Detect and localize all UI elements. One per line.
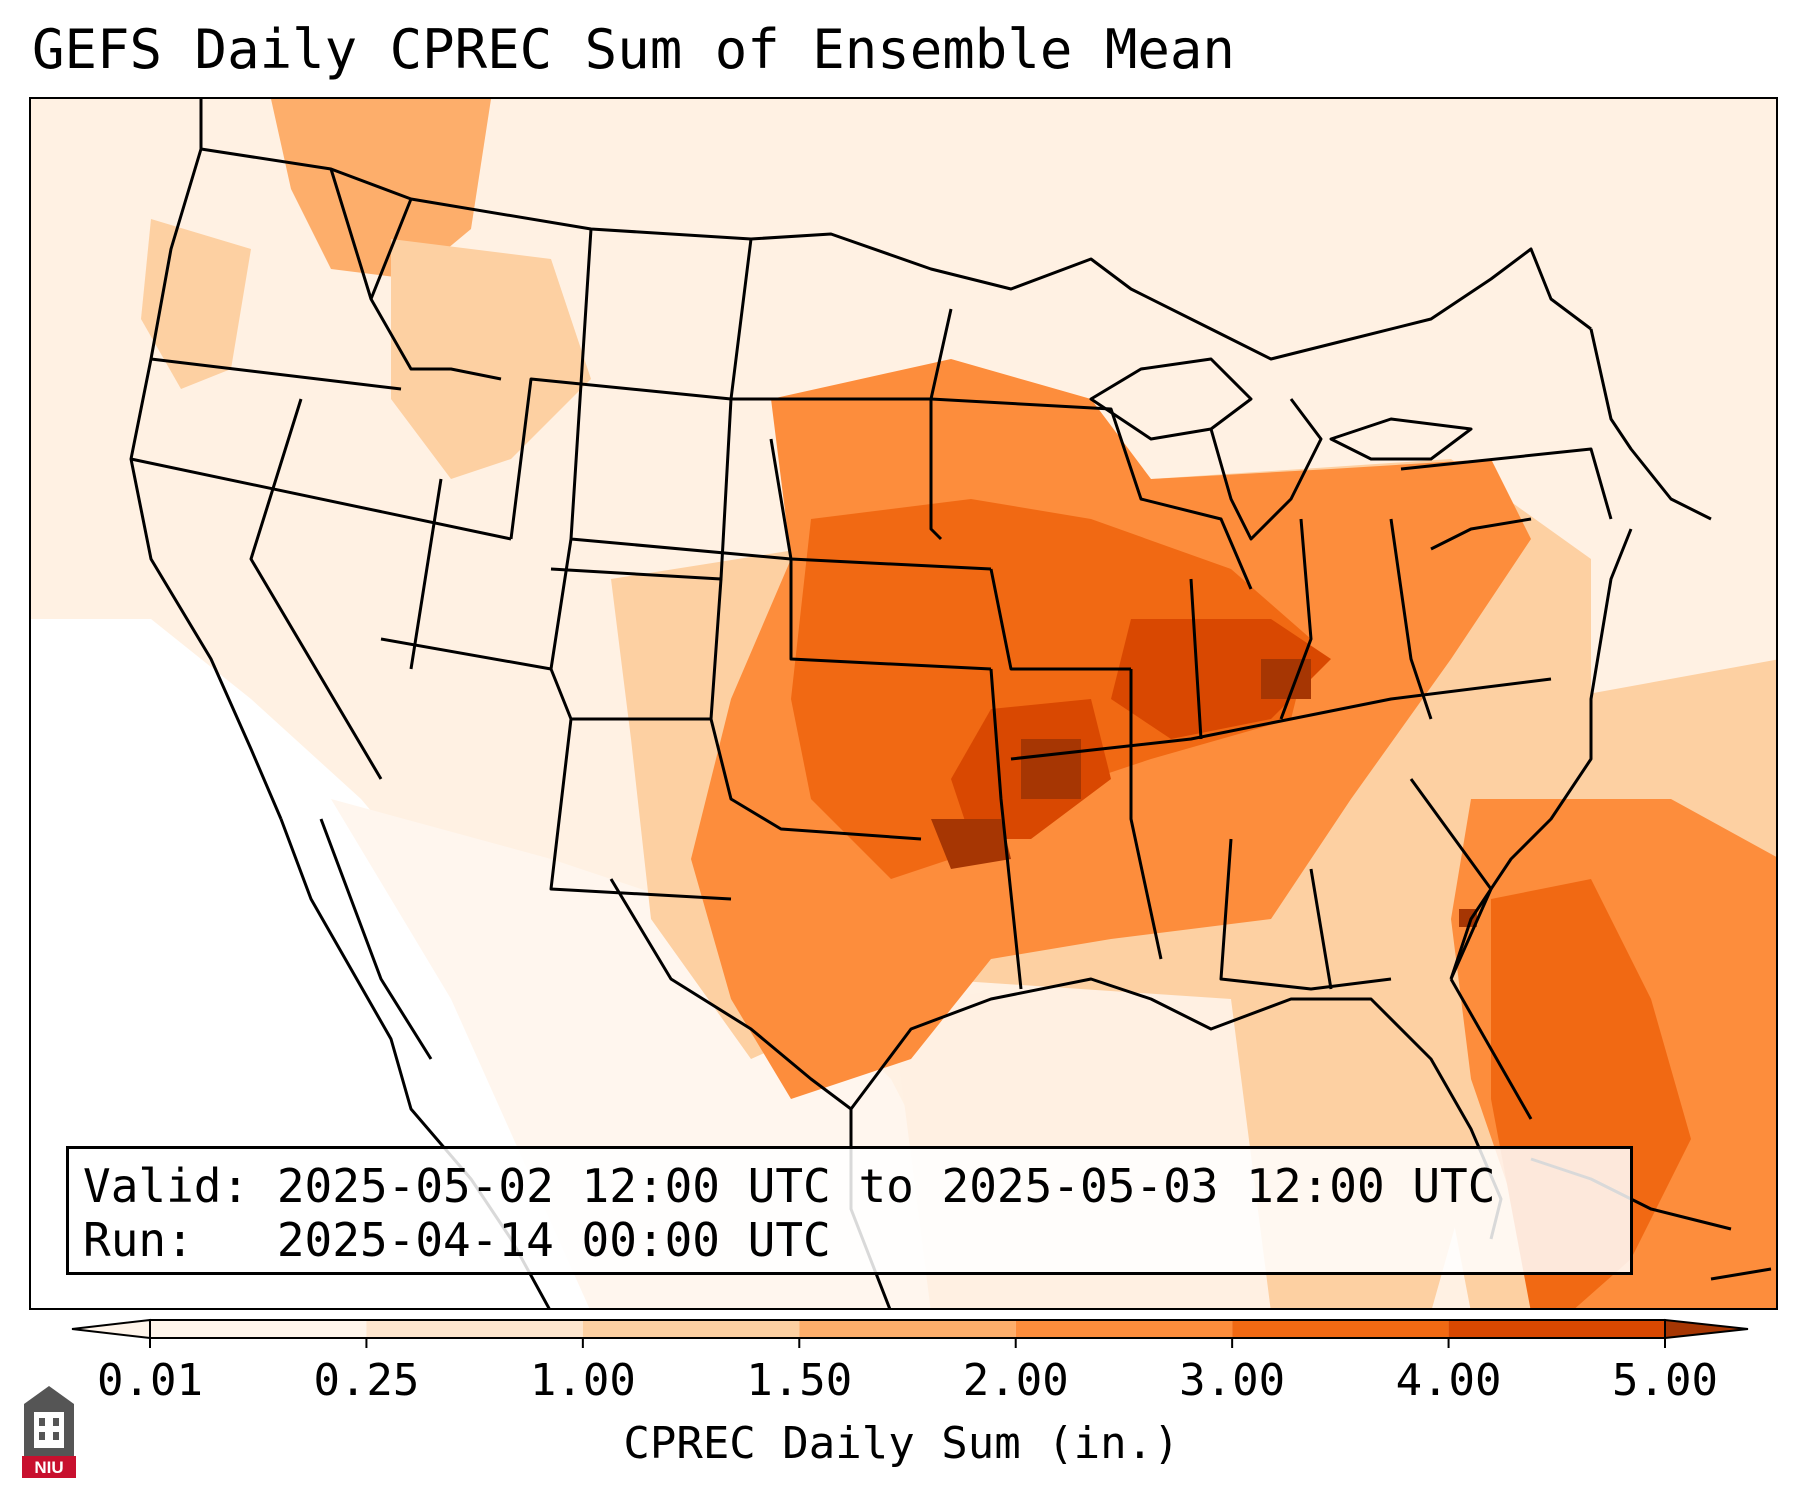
state-boundaries bbox=[129, 99, 1772, 1308]
colorbar-cell bbox=[799, 1320, 1016, 1338]
colorbar-cell bbox=[366, 1320, 583, 1338]
colorbar bbox=[71, 1318, 1749, 1348]
colorbar-extend-high bbox=[1664, 1318, 1749, 1340]
colorbar-cell bbox=[582, 1320, 800, 1338]
map-title: GEFS Daily CPREC Sum of Ensemble Mean bbox=[32, 18, 1235, 81]
run-line: Run: 2025-04-14 00:00 UTC bbox=[83, 1213, 831, 1267]
valid-line: Valid: 2025-05-02 12:00 UTC to 2025-05-0… bbox=[83, 1159, 1496, 1213]
colorbar-outline bbox=[149, 1319, 1666, 1339]
map-panel bbox=[29, 97, 1778, 1310]
colorbar-cell bbox=[150, 1320, 367, 1338]
colorbar-cell bbox=[1448, 1320, 1665, 1338]
colorbar-label: CPREC Daily Sum (in.) bbox=[623, 1418, 1180, 1469]
colorbar-extend-low bbox=[71, 1318, 151, 1340]
colorbar-tick-label: 2.00 bbox=[962, 1355, 1069, 1406]
colorbar-tick-label: 5.00 bbox=[1612, 1355, 1718, 1406]
precip-map bbox=[31, 99, 1776, 1308]
precip-shading bbox=[31, 99, 1776, 1308]
colorbar-tick-label: 0.25 bbox=[313, 1355, 420, 1406]
colorbar-tick-label: 1.50 bbox=[746, 1355, 853, 1406]
colorbar-cell bbox=[1232, 1320, 1449, 1338]
colorbar-tick-label: 1.00 bbox=[529, 1355, 636, 1406]
valid-info-box: Valid: 2025-05-02 12:00 UTC to 2025-05-0… bbox=[66, 1146, 1633, 1275]
colorbar-cell bbox=[1015, 1320, 1233, 1338]
logo-text: NIU bbox=[34, 1458, 63, 1477]
colorbar-tick-label: 0.01 bbox=[97, 1355, 203, 1406]
colorbar-tick-label: 4.00 bbox=[1395, 1355, 1502, 1406]
niu-logo-icon: NIU bbox=[22, 1386, 76, 1478]
colorbar-tick-label: 3.00 bbox=[1179, 1355, 1286, 1406]
